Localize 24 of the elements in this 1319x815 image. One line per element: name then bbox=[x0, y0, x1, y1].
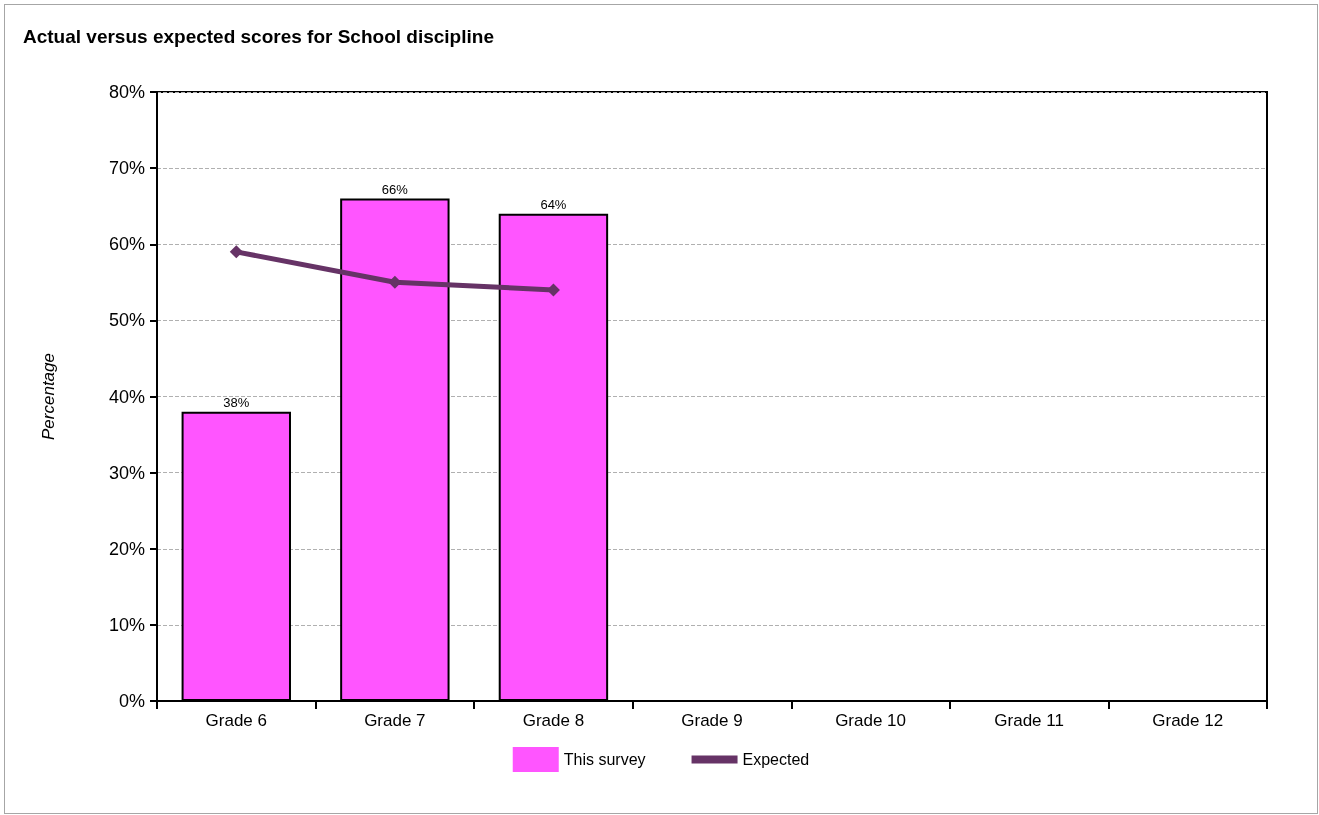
y-tick-label: 50% bbox=[108, 310, 145, 331]
x-tick-label: Grade 8 bbox=[522, 711, 585, 730]
point bbox=[229, 245, 243, 259]
chart-title: Actual versus expected scores for School discipline bbox=[23, 26, 494, 47]
y-tick-label: 80% bbox=[108, 82, 145, 102]
y-tick-label: 60% bbox=[108, 234, 145, 255]
x-tick-label: Grade 12 bbox=[1152, 711, 1224, 730]
data-label: 38% bbox=[223, 394, 250, 410]
x-tick-label: Grade 6 bbox=[205, 711, 267, 730]
y-axis-title: Percentage bbox=[39, 353, 58, 440]
y-tick-label: 40% bbox=[108, 386, 145, 407]
y-tick-label: 10% bbox=[108, 614, 145, 635]
x-tick-label: Grade 9 bbox=[681, 711, 743, 730]
y-tick-label: 0% bbox=[118, 691, 145, 711]
data-label: 66% bbox=[381, 181, 409, 197]
y-tick-label: 70% bbox=[108, 158, 145, 179]
y-tick-label: 30% bbox=[108, 462, 145, 483]
legend-label: Expected bbox=[742, 751, 810, 768]
y-tick-label: 20% bbox=[108, 538, 145, 559]
x-tick-label: Grade 11 bbox=[994, 711, 1064, 730]
x-tick-label: Grade 7 bbox=[364, 711, 426, 730]
legend-label: This survey bbox=[563, 751, 646, 768]
x-tick-label: Grade 10 bbox=[835, 711, 907, 730]
data-label: 64% bbox=[540, 196, 567, 212]
